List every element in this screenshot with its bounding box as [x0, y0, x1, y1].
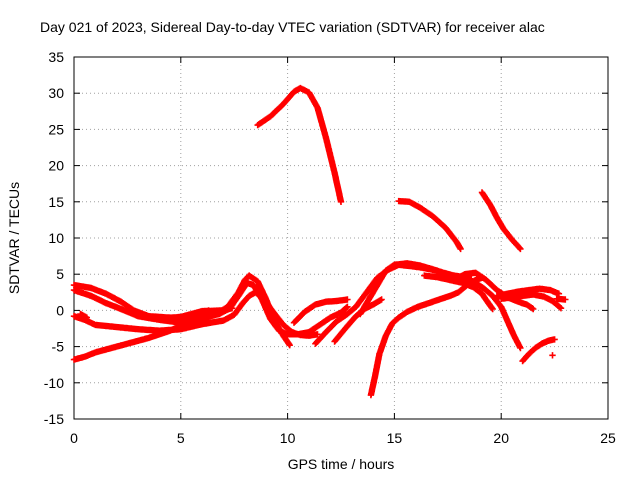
plus-markers [519, 336, 558, 365]
series-arc-q [493, 285, 563, 300]
y-tick-label: -5 [52, 339, 65, 355]
series-arc-u [553, 295, 569, 303]
series-arc-h [290, 296, 351, 326]
y-tick-label: 5 [56, 266, 64, 282]
series-arc-o [478, 189, 524, 253]
x-tick-label: 20 [493, 430, 509, 446]
plus-markers [553, 295, 569, 303]
plus-markers [77, 310, 90, 321]
y-tick-label: 20 [48, 158, 64, 174]
y-axis-label: SDTVAR / TECUs [6, 182, 22, 294]
plus-markers [498, 291, 565, 312]
plus-markers [478, 189, 524, 253]
plus-markers [254, 84, 345, 205]
plus-markers [70, 307, 212, 363]
x-tick-label: 15 [387, 430, 403, 446]
x-tick-label: 25 [600, 430, 616, 446]
series-arc-g [254, 84, 345, 205]
plus-markers [160, 305, 236, 322]
series-arc-d [70, 307, 212, 363]
grid-lines [74, 57, 608, 419]
y-tick-label: 10 [48, 230, 64, 246]
plus-markers [290, 296, 351, 326]
chart-title: Day 021 of 2023, Sidereal Day-to-day VTE… [40, 19, 545, 35]
y-tick-label: 25 [48, 121, 64, 137]
series-arc-e [77, 310, 90, 321]
x-axis-label: GPS time / hours [288, 456, 395, 472]
axis-ticks: 0 5 10 15 20 25 35 30 25 20 15 10 5 0 -5 -10 -15 [44, 49, 616, 446]
series-arc-r [498, 291, 565, 312]
series-arc-s [519, 336, 558, 365]
plus-markers [395, 197, 464, 253]
y-tick-label: -15 [44, 411, 64, 427]
x-tick-label: 10 [280, 430, 296, 446]
x-tick-label: 5 [177, 430, 185, 446]
x-tick-label: 0 [70, 430, 78, 446]
y-tick-label: 30 [48, 85, 64, 101]
y-tick-label: 15 [48, 194, 64, 210]
y-tick-label: 35 [48, 49, 64, 65]
data-points [70, 84, 569, 399]
y-tick-label: -10 [44, 375, 64, 391]
series-arc-m [395, 197, 464, 253]
series-arc-f [160, 305, 236, 322]
plus-markers [493, 285, 563, 300]
series-arc-t [549, 352, 556, 359]
y-tick-label: 0 [56, 302, 64, 318]
plus-markers [549, 352, 556, 359]
